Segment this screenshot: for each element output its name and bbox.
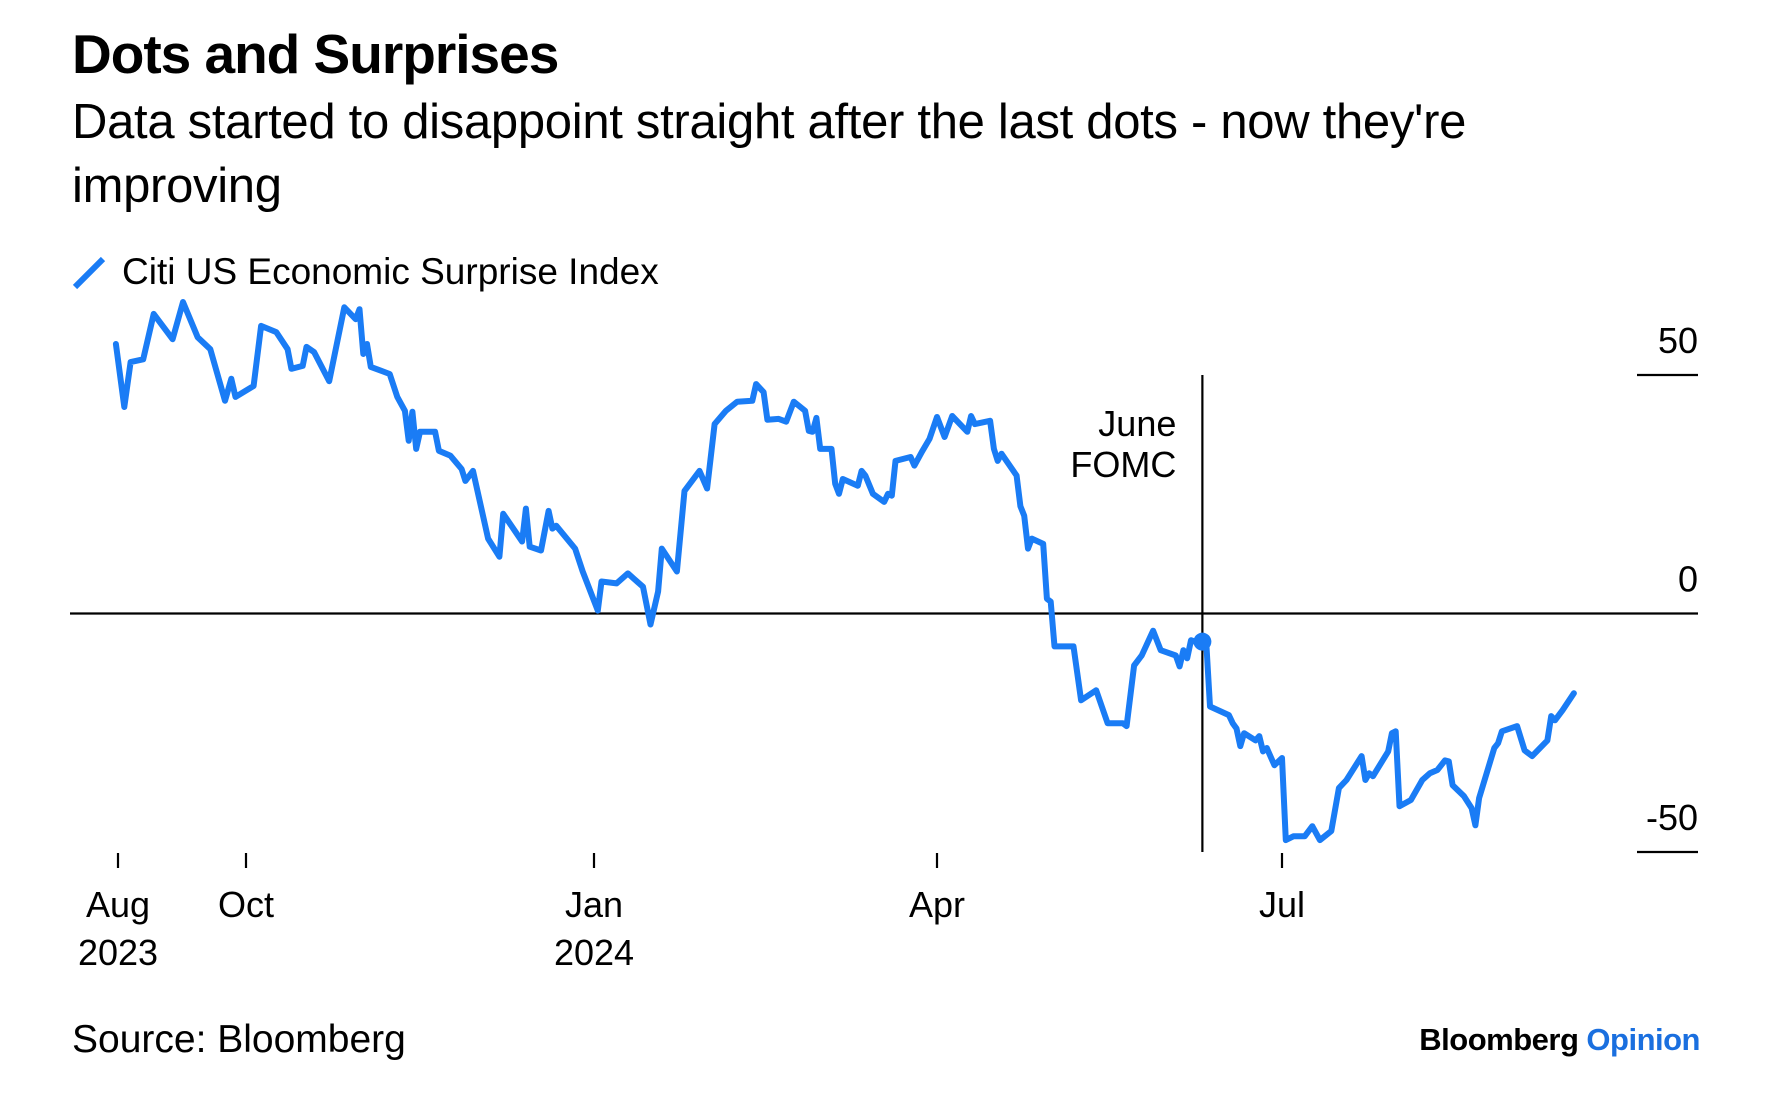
chart-title: Dots and Surprises — [72, 23, 559, 85]
legend: Citi US Economic Surprise Index — [72, 250, 659, 294]
x-tick-label: Jan — [565, 884, 623, 925]
series-line — [112, 299, 1577, 844]
x-tick-label: Oct — [218, 884, 274, 925]
chart-subtitle: Data started to disappoint straight afte… — [72, 95, 1467, 213]
x-tick-year-label: 2023 — [78, 932, 158, 973]
bloomberg-opinion-logo: Bloomberg Opinion — [1419, 1022, 1700, 1058]
x-tick-label: Aug — [86, 884, 150, 925]
legend-label: Citi US Economic Surprise Index — [122, 251, 659, 292]
fomc-label: FOMC — [1070, 444, 1176, 485]
y-tick-label: -50 — [1646, 797, 1698, 838]
y-tick-label: 50 — [1658, 320, 1698, 361]
y-axis: 50 0 -50 — [70, 320, 1698, 854]
x-tick-year-label: 2024 — [554, 932, 634, 973]
x-tick-label: Jul — [1259, 884, 1305, 925]
x-tick-label: Apr — [909, 884, 965, 925]
x-axis: Aug 2023 Oct Jan 2024 Apr Jul — [78, 853, 1305, 973]
fomc-marker-dot — [1193, 632, 1212, 651]
legend-line-icon — [72, 256, 106, 290]
fomc-label: June — [1098, 403, 1176, 444]
y-tick-label: 0 — [1678, 559, 1698, 600]
logo-bloomberg: Bloomberg — [1419, 1022, 1579, 1057]
logo-opinion: Opinion — [1586, 1022, 1700, 1057]
source-note: Source: Bloomberg — [72, 1018, 406, 1061]
series-layer — [112, 299, 1577, 844]
